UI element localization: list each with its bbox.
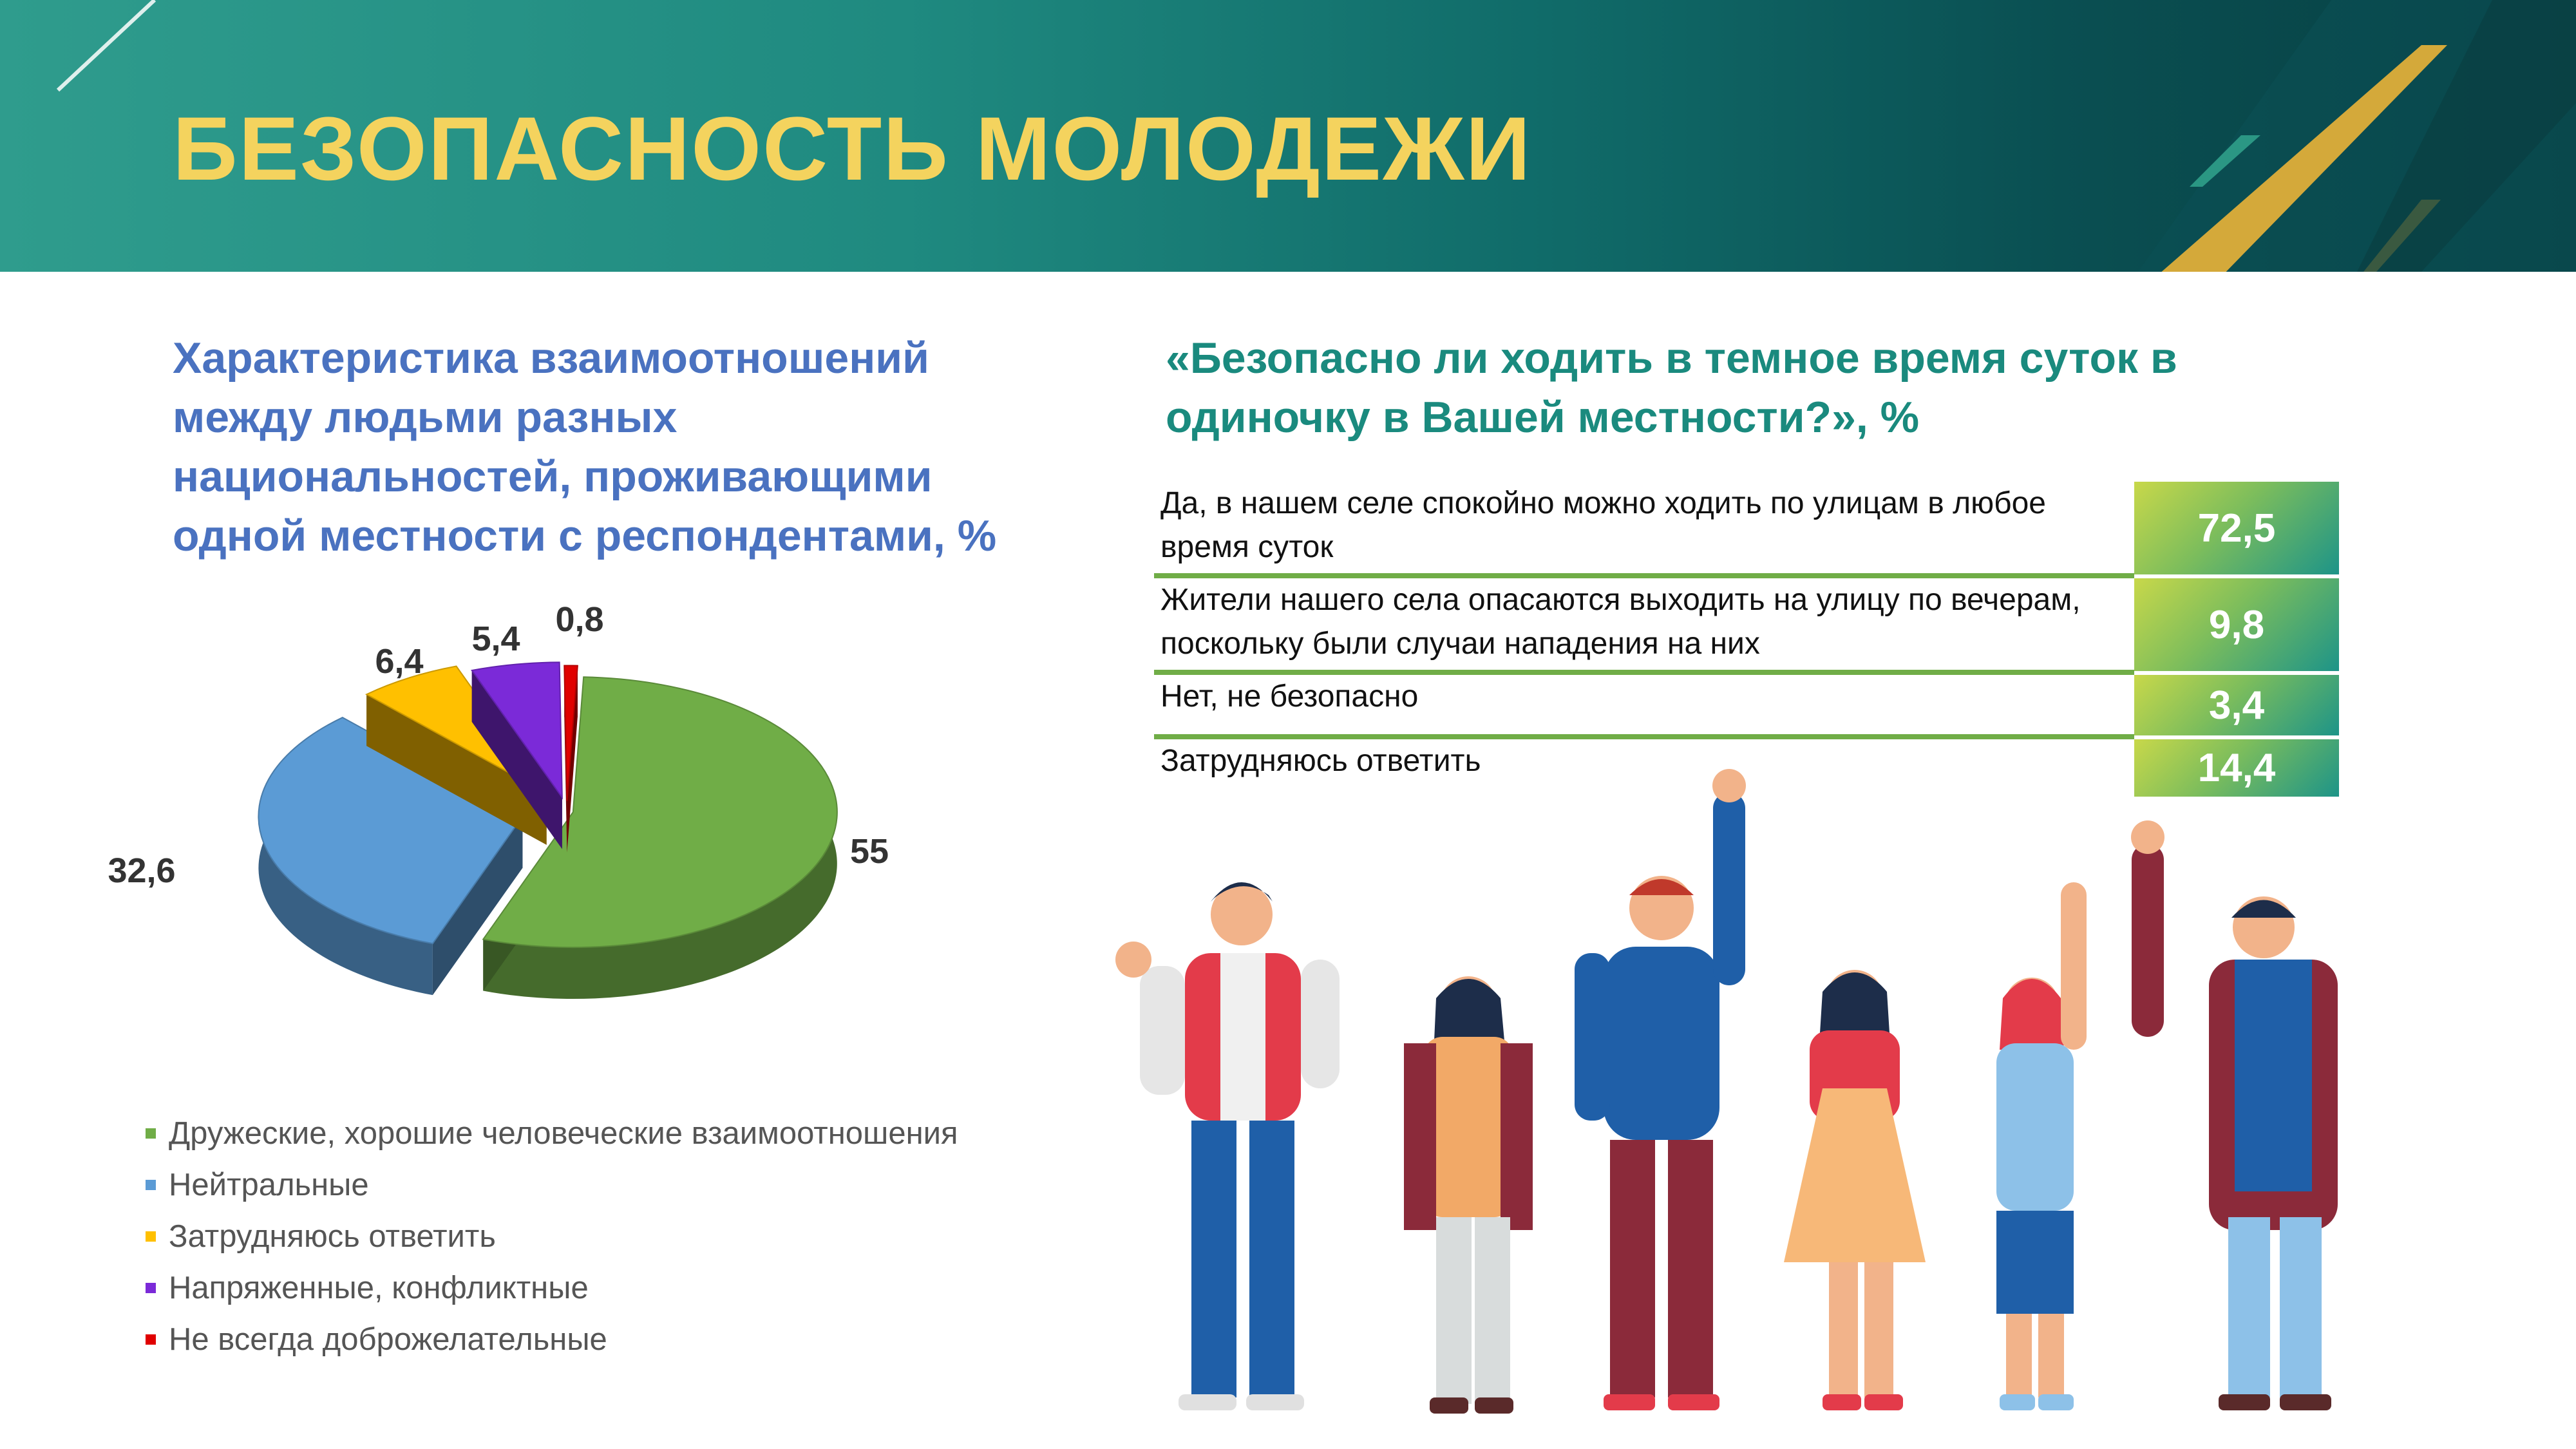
legend-label: Не всегда доброжелательные bbox=[169, 1322, 607, 1357]
answer-value: 72,5 bbox=[2134, 482, 2339, 574]
header-band: БЕЗОПАСНОСТЬ МОЛОДЕЖИ bbox=[0, 0, 2576, 272]
person-illustration bbox=[1115, 882, 1340, 1410]
legend-label: Нейтральные bbox=[169, 1168, 369, 1202]
table-row: Жители нашего села опасаются выходить на… bbox=[1154, 578, 2339, 675]
answer-label: Жители нашего села опасаются выходить на… bbox=[1154, 578, 2134, 675]
legend-item: Напряженные, конфликтные bbox=[146, 1262, 958, 1314]
pie-value-label: 6,4 bbox=[375, 642, 423, 681]
header-decoration bbox=[56, 0, 2576, 272]
pie-chart-title: Характеристика взаимоотношений между люд… bbox=[173, 334, 997, 560]
answer-label: Нет, не безопасно bbox=[1154, 675, 2134, 739]
answer-label: Затрудняюсь ответить bbox=[1160, 744, 1481, 778]
person-illustration bbox=[1996, 882, 2087, 1410]
answers-table: Да, в нашем селе спокойно можно ходить п… bbox=[1154, 482, 2339, 800]
legend-swatch bbox=[146, 1180, 156, 1190]
pie-chart: 55 32,6 6,4 5,4 0,8 bbox=[108, 600, 889, 999]
page-title: БЕЗОПАСНОСТЬ МОЛОДЕЖИ bbox=[173, 98, 1532, 199]
people-illustration bbox=[1115, 769, 2338, 1414]
legend-label: Затрудняюсь ответить bbox=[169, 1219, 496, 1254]
legend-swatch bbox=[146, 1334, 156, 1345]
legend-label: Напряженные, конфликтные bbox=[169, 1271, 589, 1305]
table-row: Нет, не безопасно 3,4 bbox=[1154, 675, 2339, 739]
legend-item: Не всегда доброжелательные bbox=[146, 1314, 958, 1365]
person-illustration bbox=[1575, 769, 1746, 1410]
question-title: «Безопасно ли ходить в темное время суто… bbox=[1166, 334, 2177, 442]
person-illustration bbox=[2131, 820, 2338, 1410]
pie-value-label: 55 bbox=[850, 832, 889, 871]
table-row: Затрудняюсь ответить 14,4 bbox=[1154, 739, 2339, 800]
pie-slice bbox=[482, 676, 838, 999]
legend-swatch bbox=[146, 1231, 156, 1242]
answer-value: 14,4 bbox=[2134, 739, 2339, 797]
legend-item: Дружеские, хорошие человеческие взаимоот… bbox=[146, 1108, 958, 1159]
answer-value: 9,8 bbox=[2134, 578, 2339, 671]
table-row: Да, в нашем селе спокойно можно ходить п… bbox=[1154, 482, 2339, 578]
legend-swatch bbox=[146, 1283, 156, 1293]
legend-item: Нейтральные bbox=[146, 1159, 958, 1211]
pie-slice bbox=[564, 665, 578, 853]
person-illustration bbox=[1404, 976, 1533, 1414]
pie-value-label: 32,6 bbox=[108, 851, 175, 890]
legend-item: Затрудняюсь ответить bbox=[146, 1211, 958, 1262]
pie-legend: Дружеские, хорошие человеческие взаимоот… bbox=[146, 1108, 958, 1365]
pie-value-label: 5,4 bbox=[471, 620, 520, 658]
legend-swatch bbox=[146, 1128, 156, 1139]
pie-value-label: 0,8 bbox=[555, 600, 603, 639]
pie-slice bbox=[471, 661, 563, 849]
person-illustration bbox=[1784, 970, 1926, 1410]
legend-label: Дружеские, хорошие человеческие взаимоот… bbox=[169, 1116, 958, 1151]
answer-value: 3,4 bbox=[2134, 675, 2339, 735]
answer-label: Да, в нашем селе спокойно можно ходить п… bbox=[1154, 482, 2134, 578]
